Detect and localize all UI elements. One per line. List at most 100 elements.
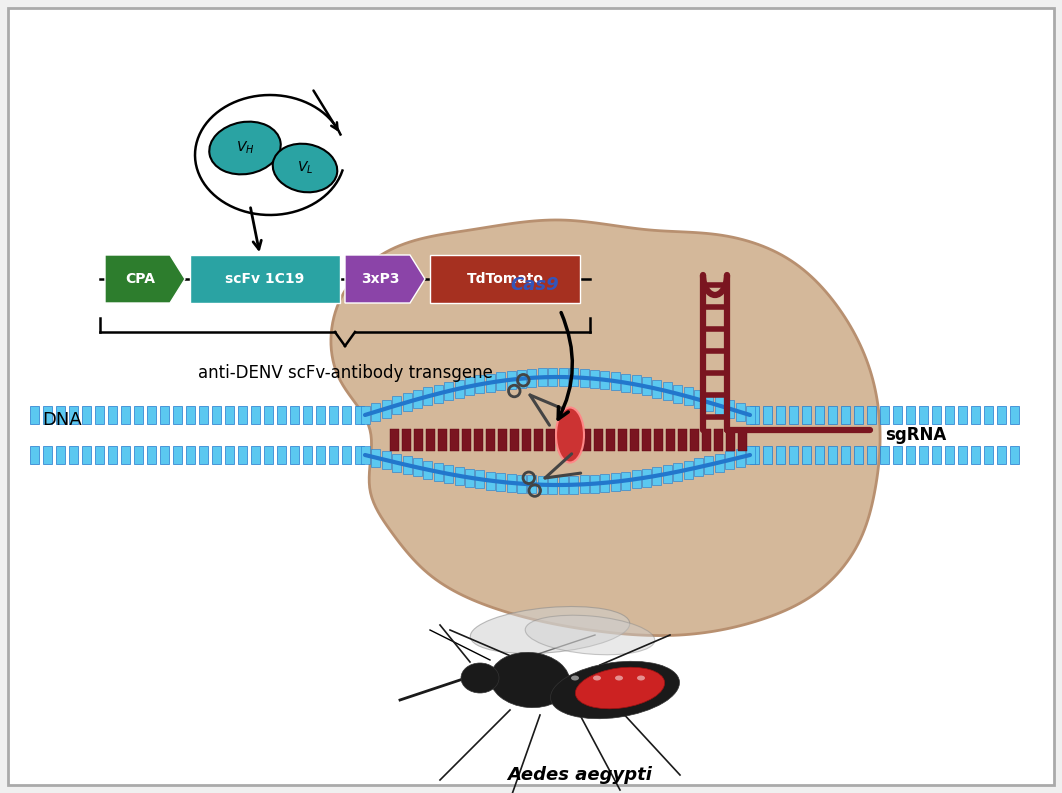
Text: $V_L$: $V_L$	[297, 160, 313, 176]
Text: TdTomato: TdTomato	[466, 272, 544, 286]
Text: Cas9: Cas9	[510, 276, 559, 294]
Bar	[815, 446, 824, 464]
Bar	[582, 429, 590, 451]
Bar	[715, 396, 724, 415]
Text: sgRNA: sgRNA	[885, 426, 946, 444]
Bar	[652, 380, 662, 398]
Bar	[465, 469, 474, 487]
Bar	[361, 446, 370, 464]
Bar	[570, 429, 579, 451]
Bar	[854, 406, 863, 424]
Ellipse shape	[550, 661, 680, 718]
Ellipse shape	[615, 676, 623, 680]
Bar	[225, 406, 234, 424]
Polygon shape	[331, 220, 880, 635]
Bar	[746, 446, 755, 464]
Ellipse shape	[273, 144, 338, 192]
Bar	[997, 406, 1006, 424]
Bar	[251, 446, 260, 464]
Bar	[763, 406, 772, 424]
Bar	[56, 446, 65, 464]
Bar	[652, 467, 662, 485]
Polygon shape	[105, 255, 185, 303]
Bar	[763, 446, 772, 464]
Bar	[643, 429, 651, 451]
Bar	[559, 476, 568, 494]
Bar	[945, 406, 954, 424]
Bar	[462, 429, 472, 451]
Bar	[316, 406, 325, 424]
Bar	[290, 406, 299, 424]
Bar	[42, 406, 52, 424]
Bar	[264, 446, 273, 464]
Bar	[199, 446, 208, 464]
Bar	[199, 406, 208, 424]
Bar	[69, 406, 78, 424]
Bar	[559, 368, 568, 386]
Bar	[611, 473, 620, 491]
Bar	[108, 406, 117, 424]
Bar	[225, 446, 234, 464]
Bar	[725, 400, 734, 418]
Bar	[517, 475, 526, 492]
Bar	[355, 406, 364, 424]
Bar	[548, 368, 558, 386]
Bar	[738, 429, 747, 451]
Bar	[108, 446, 117, 464]
Bar	[880, 406, 889, 424]
Bar	[714, 429, 723, 451]
Bar	[984, 406, 993, 424]
Bar	[186, 446, 195, 464]
Bar	[663, 465, 672, 483]
Bar	[476, 470, 484, 488]
Bar	[329, 446, 338, 464]
Bar	[632, 470, 640, 488]
Bar	[971, 406, 980, 424]
Bar	[474, 429, 483, 451]
Bar	[507, 474, 516, 492]
Text: $V_H$: $V_H$	[236, 140, 254, 156]
Bar	[277, 406, 286, 424]
Bar	[654, 429, 663, 451]
Bar	[704, 393, 714, 412]
Text: anti-DENV scFv-antibody transgene: anti-DENV scFv-antibody transgene	[198, 364, 493, 382]
Bar	[496, 473, 506, 491]
Bar	[958, 446, 967, 464]
Bar	[569, 476, 578, 494]
Bar	[251, 406, 260, 424]
Bar	[238, 406, 247, 424]
Bar	[455, 380, 464, 398]
Bar	[776, 406, 785, 424]
Bar	[190, 255, 340, 303]
Bar	[841, 446, 850, 464]
Bar	[523, 429, 531, 451]
Bar	[690, 429, 699, 451]
Bar	[893, 406, 902, 424]
Bar	[438, 429, 447, 451]
Bar	[693, 458, 703, 477]
Bar	[485, 374, 495, 392]
Bar	[666, 429, 675, 451]
Bar	[618, 429, 627, 451]
Bar	[589, 475, 599, 492]
Text: scFv 1C19: scFv 1C19	[225, 272, 305, 286]
Bar	[402, 429, 411, 451]
Bar	[303, 446, 312, 464]
Text: DNA: DNA	[42, 411, 82, 429]
Bar	[802, 446, 811, 464]
Bar	[580, 475, 588, 493]
Ellipse shape	[593, 676, 601, 680]
Bar	[355, 446, 364, 464]
Bar	[507, 371, 516, 389]
Bar	[815, 406, 824, 424]
Bar	[413, 458, 422, 477]
Bar	[82, 446, 91, 464]
Bar	[726, 429, 735, 451]
Bar	[997, 446, 1006, 464]
Bar	[134, 446, 143, 464]
Bar	[802, 406, 811, 424]
Bar	[134, 406, 143, 424]
Bar	[932, 406, 941, 424]
Bar	[264, 406, 273, 424]
Bar	[580, 369, 588, 387]
